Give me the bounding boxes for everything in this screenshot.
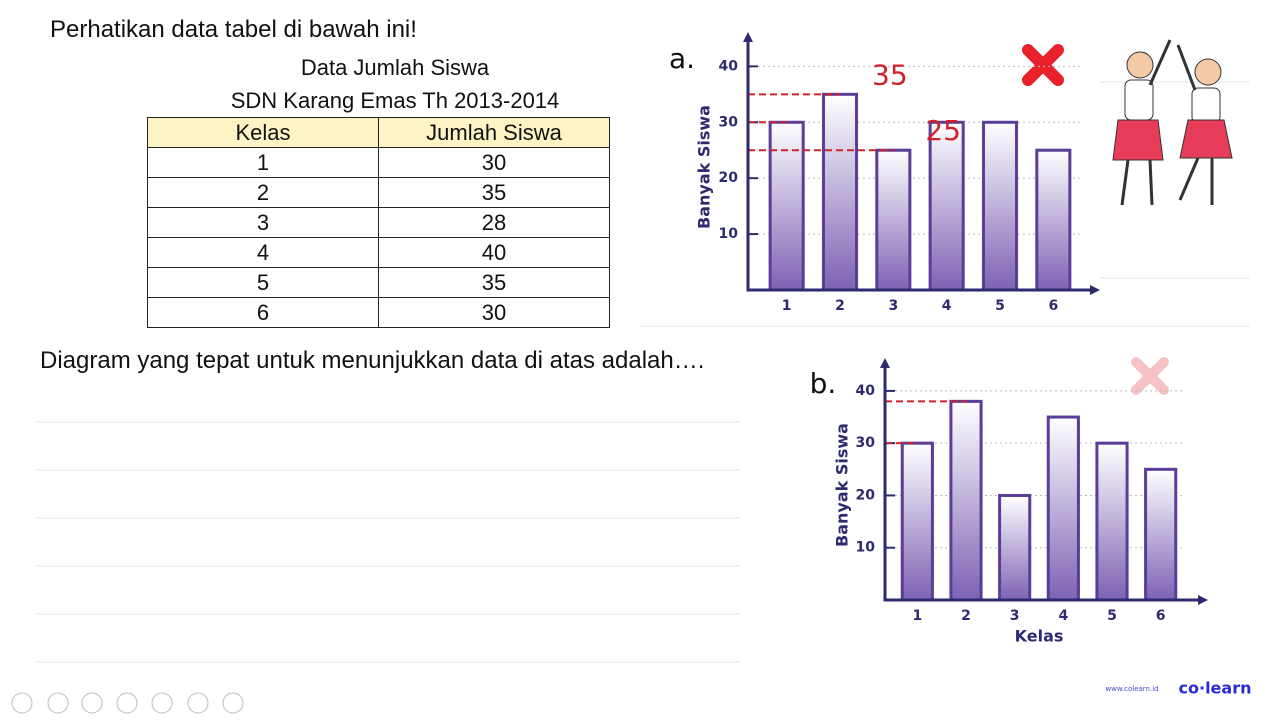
x-tick-label: 4 (942, 298, 952, 314)
table-cell: 30 (378, 147, 610, 178)
table-cell: 3 (147, 207, 379, 238)
bar (1144, 467, 1178, 602)
bar (1095, 441, 1129, 602)
bar (949, 399, 983, 602)
y-tick-label: 30 (719, 114, 739, 130)
table-cell: 35 (378, 177, 610, 208)
table-row: 2 35 (147, 177, 610, 208)
table-row: 6 30 (147, 297, 610, 328)
y-tick-label: 40 (856, 383, 876, 399)
x-tick-label: 5 (1107, 608, 1117, 624)
x-tick-label: 4 (1058, 608, 1068, 624)
bar (928, 120, 965, 292)
table-cell: 2 (147, 177, 379, 208)
bar (821, 92, 859, 292)
x-tick-label: 1 (782, 298, 792, 314)
player-controls (11, 692, 244, 714)
bar (1035, 148, 1072, 292)
table-row: 5 35 (147, 267, 610, 298)
x-tick-label: 1 (912, 608, 922, 624)
wrong-mark (1022, 44, 1064, 86)
question-prompt: Diagram yang tepat untuk menunjukkan dat… (40, 347, 705, 374)
x-tick-label: 5 (995, 298, 1005, 314)
bar (981, 120, 1019, 292)
y-axis-label: Banyak Siswa (695, 105, 714, 229)
question-title: Perhatikan data tabel di bawah ini! (50, 16, 417, 43)
axes (883, 362, 1200, 602)
students-illustration (1112, 39, 1233, 206)
annotation: 25 (925, 114, 961, 147)
bar (768, 120, 805, 292)
annotation: 35 (872, 58, 908, 91)
bar (998, 493, 1032, 602)
bar (875, 148, 912, 292)
x-tick-label: 6 (1048, 298, 1058, 314)
y-tick-label: 10 (719, 226, 739, 242)
y-tick-label: 20 (719, 170, 739, 186)
table-cell: 4 (147, 237, 379, 268)
site-url: www.colearn.id (1105, 685, 1158, 693)
x-tick-label: 3 (888, 298, 898, 314)
bar (1046, 415, 1080, 602)
table-cell: 6 (147, 297, 379, 328)
x-axis-label: Kelas (1015, 627, 1064, 646)
logo: co·learn (1179, 679, 1252, 698)
option-label: a. (669, 42, 695, 75)
option-label: b. (810, 367, 837, 400)
table-row: 4 40 (147, 237, 610, 268)
table-cell: 40 (378, 237, 610, 268)
table-row: 3 28 (147, 207, 610, 238)
data-table: Kelas Jumlah Siswa 1 30 2 35 3 28 4 40 5 35 6 30 (147, 117, 610, 328)
axes (746, 36, 1092, 292)
y-tick-label: 10 (856, 540, 876, 556)
x-tick-label: 3 (1010, 608, 1020, 624)
table-subtitle: SDN Karang Emas Th 2013-2014 (230, 88, 560, 113)
x-tick-label: 2 (835, 298, 845, 314)
y-tick-label: 20 (856, 487, 876, 503)
table-header-cell: Jumlah Siswa (378, 117, 610, 148)
x-tick-label: 6 (1156, 608, 1166, 624)
y-tick-label: 40 (719, 58, 739, 74)
wrong-mark-faded (1131, 357, 1169, 395)
y-tick-label: 30 (856, 435, 876, 451)
notebook-lines (35, 81, 1250, 663)
bar (900, 441, 934, 602)
table-title: Data Jumlah Siswa (300, 55, 490, 80)
x-tick-label: 2 (961, 608, 971, 624)
table-cell: 30 (378, 297, 610, 328)
y-axis-label: Banyak Siswa (833, 423, 852, 547)
